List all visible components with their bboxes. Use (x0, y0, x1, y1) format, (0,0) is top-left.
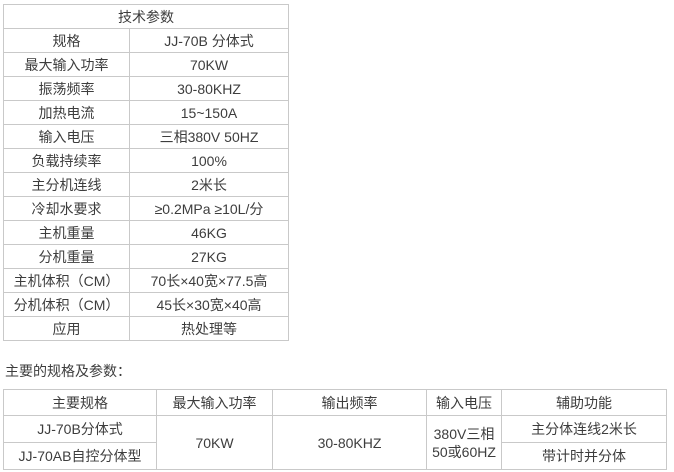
param-label: 输入电压 (3, 124, 130, 149)
table-row: 分机重量 27KG (3, 244, 289, 269)
table-row: 振荡频率 30-80KHZ (3, 76, 289, 101)
spec-header-max-power: 最大输入功率 (156, 389, 273, 416)
param-value: 30-80KHZ (129, 76, 289, 101)
table-row: 主机体积（CM） 70长×40宽×77.5高 (3, 268, 289, 293)
param-value: 27KG (129, 244, 289, 269)
param-value: JJ-70B 分体式 (129, 28, 289, 53)
table-row: 最大输入功率 70KW (3, 52, 289, 77)
spec-input-voltage-cell: 380V三相 50或60HZ (426, 415, 502, 470)
param-value: 46KG (129, 220, 289, 245)
tech-table-title: 技术参数 (3, 4, 289, 29)
param-value: 70KW (129, 52, 289, 77)
spec-header-model: 主要规格 (3, 389, 157, 416)
tech-table-title-row: 技术参数 (3, 4, 289, 29)
spec-model-cell: JJ-70AB自控分体型 (3, 442, 157, 470)
param-label: 加热电流 (3, 100, 130, 125)
spec-header-aux-function: 辅助功能 (501, 389, 667, 416)
table-row: 输入电压 三相380V 50HZ (3, 124, 289, 149)
table-row: 加热电流 15~150A (3, 100, 289, 125)
table-row: 冷却水要求 ≥0.2MPa ≥10L/分 (3, 196, 289, 221)
spec-header-output-freq: 输出频率 (272, 389, 427, 416)
spec-model-cell: JJ-70B分体式 (3, 415, 157, 443)
param-label: 主分机连线 (3, 172, 130, 197)
table-row: 负载持续率 100% (3, 148, 289, 173)
param-value: 热处理等 (129, 316, 289, 341)
table-row: 应用 热处理等 (3, 316, 289, 341)
param-label: 规格 (3, 28, 130, 53)
param-value: 三相380V 50HZ (129, 124, 289, 149)
param-label: 分机重量 (3, 244, 130, 269)
spec-aux-cell: 主分体连线2米长 (501, 415, 667, 443)
param-label: 振荡频率 (3, 76, 130, 101)
spec-max-power-cell: 70KW (156, 415, 273, 470)
param-value: 100% (129, 148, 289, 173)
param-label: 应用 (3, 316, 130, 341)
spec-aux-cell: 带计时并分体 (501, 442, 667, 470)
table-row: 主机重量 46KG (3, 220, 289, 245)
param-value: 70长×40宽×77.5高 (129, 268, 289, 293)
param-value: 15~150A (129, 100, 289, 125)
param-value: 45长×30宽×40高 (129, 292, 289, 317)
param-label: 主机重量 (3, 220, 130, 245)
param-label: 负载持续率 (3, 148, 130, 173)
tech-specs-table: 技术参数 规格 JJ-70B 分体式 最大输入功率 70KW 振荡频率 30-8… (3, 4, 289, 341)
param-label: 最大输入功率 (3, 52, 130, 77)
table-row: JJ-70B分体式 70KW 30-80KHZ 380V三相 50或60HZ 主… (3, 415, 667, 470)
param-value: 2米长 (129, 172, 289, 197)
main-spec-table: 主要规格 最大输入功率 输出频率 输入电压 辅助功能 JJ-70B分体式 70K… (3, 389, 667, 470)
param-label: 主机体积（CM） (3, 268, 130, 293)
param-label: 冷却水要求 (3, 196, 130, 221)
spec-section-label: 主要的规格及参数： (5, 363, 131, 379)
table-row: 分机体积（CM） 45长×30宽×40高 (3, 292, 289, 317)
table-row: JJ-70AB自控分体型 带计时并分体 (3, 442, 667, 470)
param-value: ≥0.2MPa ≥10L/分 (129, 196, 289, 221)
voltage-line-2: 50或60HZ (432, 443, 496, 460)
table-row: 规格 JJ-70B 分体式 (3, 28, 289, 53)
table-row: 主分机连线 2米长 (3, 172, 289, 197)
spec-header-input-voltage: 输入电压 (426, 389, 502, 416)
spec-output-freq-cell: 30-80KHZ (272, 415, 427, 470)
spec-header-row: 主要规格 最大输入功率 输出频率 输入电压 辅助功能 (3, 389, 667, 416)
param-label: 分机体积（CM） (3, 292, 130, 317)
voltage-line-1: 380V三相 (433, 425, 495, 442)
